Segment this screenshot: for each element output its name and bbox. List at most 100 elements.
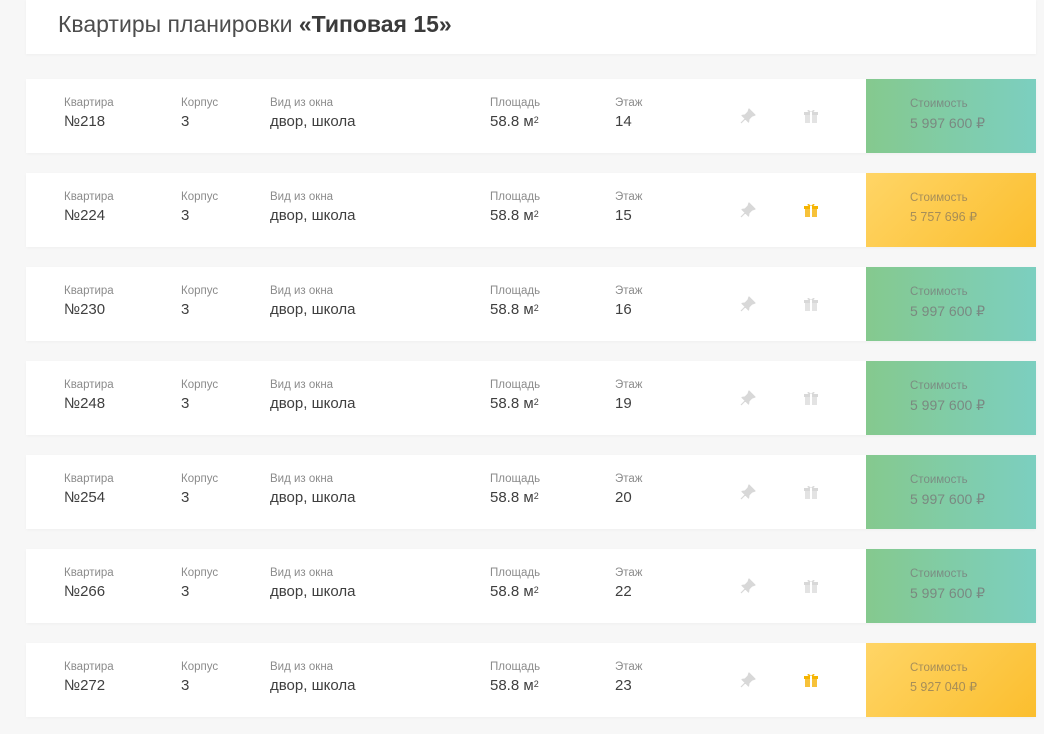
area-value: 58.8 м2 — [490, 395, 539, 412]
gift-icon[interactable] — [802, 389, 820, 407]
floor-cell: Этаж 15 — [615, 190, 643, 226]
area-cell: Площадь 58.8 м2 — [490, 660, 540, 696]
apartment-number: №218 — [64, 113, 106, 130]
gift-icon[interactable] — [802, 107, 820, 125]
apartment-list: Квартира №218 Корпус 3 Вид из окна двор, шк… — [26, 79, 1036, 734]
view-label: Вид из окна — [270, 379, 334, 391]
gift-icon[interactable] — [802, 201, 820, 219]
area-cell: Площадь 58.8 м2 — [490, 378, 540, 414]
area-value: 58.8 м2 — [490, 677, 539, 694]
floor-cell: Этаж 23 — [615, 660, 643, 696]
view-cell: Вид из окна двор, школа — [270, 284, 355, 320]
pin-icon[interactable] — [739, 483, 757, 501]
pin-icon[interactable] — [739, 389, 757, 407]
view-value: двор, школа — [270, 113, 356, 130]
pin-icon[interactable] — [739, 107, 757, 125]
view-label: Вид из окна — [270, 661, 334, 673]
pin-icon[interactable] — [739, 201, 757, 219]
view-value: двор, школа — [270, 395, 356, 412]
floor-cell: Этаж 16 — [615, 284, 643, 320]
pin-icon[interactable] — [739, 671, 757, 689]
price-block[interactable]: Стоимость 5 997 600 ₽ — [866, 549, 1036, 623]
block-label: Корпус — [181, 379, 219, 391]
area-value: 58.8 м2 — [490, 301, 539, 318]
area-label: Площадь — [490, 379, 541, 391]
apartment-number: №266 — [64, 583, 106, 600]
floor-value: 14 — [615, 113, 632, 130]
apartment-cell: Квартира №272 — [64, 660, 114, 696]
floor-label: Этаж — [615, 379, 643, 391]
page-title: Квартиры планировки «Типовая 15» — [58, 11, 452, 38]
block-cell: Корпус 3 — [181, 472, 218, 508]
block-value: 3 — [181, 113, 190, 130]
price-block[interactable]: Стоимость 5 927 040 ₽ — [866, 643, 1036, 717]
apartment-label: Квартира — [64, 379, 114, 391]
gift-icon[interactable] — [802, 577, 820, 595]
apartment-row[interactable]: Квартира №230 Корпус 3 Вид из окна двор, шк… — [26, 267, 1036, 341]
apartment-number: №224 — [64, 207, 106, 224]
block-value: 3 — [181, 301, 190, 318]
block-label: Корпус — [181, 285, 219, 297]
price-label: Стоимость — [910, 380, 968, 392]
floor-cell: Этаж 19 — [615, 378, 643, 414]
block-value: 3 — [181, 583, 190, 600]
area-cell: Площадь 58.8 м2 — [490, 96, 540, 132]
gift-icon[interactable] — [802, 671, 820, 689]
area-label: Площадь — [490, 97, 541, 109]
price-value: 5 997 600 ₽ — [910, 397, 986, 413]
apartment-cell: Квартира №224 — [64, 190, 114, 226]
view-cell: Вид из окна двор, школа — [270, 660, 355, 696]
price-label: Стоимость — [910, 98, 968, 110]
apartment-row[interactable]: Квартира №254 Корпус 3 Вид из окна двор, шк… — [26, 455, 1036, 529]
area-value: 58.8 м2 — [490, 207, 539, 224]
view-value: двор, школа — [270, 301, 356, 318]
pin-icon[interactable] — [739, 577, 757, 595]
floor-value: 22 — [615, 583, 632, 600]
area-cell: Площадь 58.8 м2 — [490, 472, 540, 508]
gift-icon[interactable] — [802, 295, 820, 313]
area-label: Площадь — [490, 661, 541, 673]
apartment-label: Квартира — [64, 661, 114, 673]
block-value: 3 — [181, 677, 190, 694]
block-value: 3 — [181, 207, 190, 224]
view-label: Вид из окна — [270, 473, 334, 485]
area-cell: Площадь 58.8 м2 — [490, 284, 540, 320]
apartment-cell: Квартира №248 — [64, 378, 114, 414]
floor-value: 19 — [615, 395, 632, 412]
price-block[interactable]: Стоимость 5 997 600 ₽ — [866, 455, 1036, 529]
price-value: 5 997 600 ₽ — [910, 115, 986, 131]
area-label: Площадь — [490, 473, 541, 485]
apartment-label: Квартира — [64, 473, 114, 485]
apartment-cell: Квартира №230 — [64, 284, 114, 320]
floor-label: Этаж — [615, 661, 643, 673]
block-value: 3 — [181, 395, 190, 412]
apartment-row[interactable]: Квартира №224 Корпус 3 Вид из окна двор, шк… — [26, 173, 1036, 247]
view-value: двор, школа — [270, 583, 356, 600]
floor-label: Этаж — [615, 285, 643, 297]
plan-name: «Типовая 15» — [298, 11, 452, 37]
block-cell: Корпус 3 — [181, 190, 218, 226]
block-cell: Корпус 3 — [181, 566, 218, 602]
apartment-row[interactable]: Квартира №248 Корпус 3 Вид из окна двор, шк… — [26, 361, 1036, 435]
view-label: Вид из окна — [270, 567, 334, 579]
price-label: Стоимость — [910, 474, 968, 486]
pin-icon[interactable] — [739, 295, 757, 313]
apartment-row[interactable]: Квартира №266 Корпус 3 Вид из окна двор, шк… — [26, 549, 1036, 623]
apartment-number: №248 — [64, 395, 106, 412]
area-cell: Площадь 58.8 м2 — [490, 190, 540, 226]
price-block[interactable]: Стоимость 5 997 600 ₽ — [866, 79, 1036, 153]
price-block[interactable]: Стоимость 5 997 600 ₽ — [866, 267, 1036, 341]
price-block[interactable]: Стоимость 5 997 600 ₽ — [866, 361, 1036, 435]
price-value: 5 997 600 ₽ — [910, 491, 986, 507]
view-label: Вид из окна — [270, 97, 334, 109]
gift-icon[interactable] — [802, 483, 820, 501]
apartment-row[interactable]: Квартира №218 Корпус 3 Вид из окна двор, шк… — [26, 79, 1036, 153]
price-value: 5 927 040 ₽ — [910, 680, 978, 694]
price-label: Стоимость — [910, 192, 968, 204]
price-block[interactable]: Стоимость 5 757 696 ₽ — [866, 173, 1036, 247]
apartment-row[interactable]: Квартира №272 Корпус 3 Вид из окна двор, шк… — [26, 643, 1036, 717]
block-cell: Корпус 3 — [181, 660, 218, 696]
block-value: 3 — [181, 489, 190, 506]
floor-cell: Этаж 22 — [615, 566, 643, 602]
price-value: 5 997 600 ₽ — [910, 585, 986, 601]
